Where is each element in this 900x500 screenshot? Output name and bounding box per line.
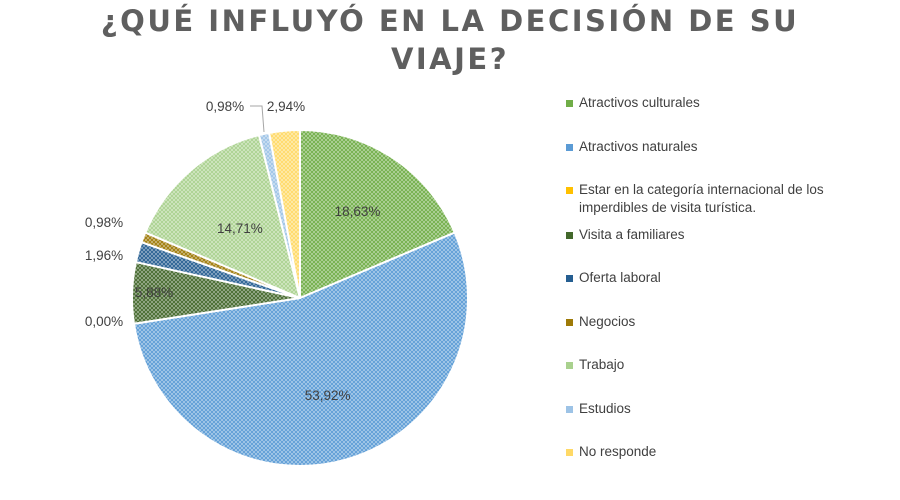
pie-slices [131,129,469,468]
legend-label: Negocios [579,314,636,329]
pie-slice-no-responde [268,129,301,299]
legend-swatch [566,100,573,107]
legend-label: Oferta laboral [579,270,661,285]
legend-swatch [566,362,573,369]
legend-swatch [566,449,573,456]
legend-label: Trabajo [579,357,625,372]
pie-slice-atractivos-culturales [299,129,456,299]
legend-label: Atractivos naturales [579,139,698,154]
legend-item-visita-a-familiares: Visita a familiares [566,226,866,244]
leader-line-estudios [250,105,265,133]
data-label-negocios: 0,98% [85,215,123,230]
legend-label: No responde [579,444,657,459]
leader-lines [250,105,265,133]
legend-label: Visita a familiares [579,227,685,242]
legend-item-no-responde: No responde [566,443,866,461]
pie-slice-trabajo [144,134,301,299]
legend-item-estudios: Estudios [566,400,866,418]
legend-item-negocios: Negocios [566,313,866,331]
legend-swatch [566,319,573,326]
legend-label: Estar en la categoría internacional de l… [579,182,824,215]
legend-item-atractivos-naturales: Atractivos naturales [566,138,866,156]
data-label-estar-en-la-categoria-internacional-de-los-imperdibles-de-visita-turistica: 0,00% [85,314,123,329]
legend-label: Atractivos culturales [579,95,700,110]
legend-swatch [566,144,573,151]
legend-swatch [566,187,573,194]
data-label-atractivos-culturales: 18,63% [335,204,381,219]
legend-swatch [566,406,573,413]
data-labels: 18,63% 53,92% 0,00% 5,88% 1,96% 0,98% 14,71% 0,… [85,99,381,403]
pie-slice-atractivos-naturales [132,231,469,468]
chart-title: ¿QUÉ INFLUYÓ EN LA DECISIÓN DE SU VIAJE? [100,4,800,76]
data-label-visita-a-familiares: 5,88% [135,285,173,300]
legend-item-estar-en-la-categoria-internacional-de-los-imperdibles-de-visita-turistica: Estar en la categoría internacional de l… [566,181,866,217]
legend-swatch [566,232,573,239]
data-label-trabajo: 14,71% [217,221,263,236]
data-label-oferta-laboral: 1,96% [85,248,123,263]
legend-item-oferta-laboral: Oferta laboral [566,269,866,287]
legend-swatch [566,275,573,282]
data-label-no-responde: 2,94% [267,99,305,114]
legend-item-atractivos-culturales: Atractivos culturales [566,94,866,112]
legend-item-trabajo: Trabajo [566,356,866,374]
data-label-atractivos-naturales: 53,92% [305,388,351,403]
data-label-estudios: 0,98% [206,99,244,114]
legend-label: Estudios [579,401,631,416]
